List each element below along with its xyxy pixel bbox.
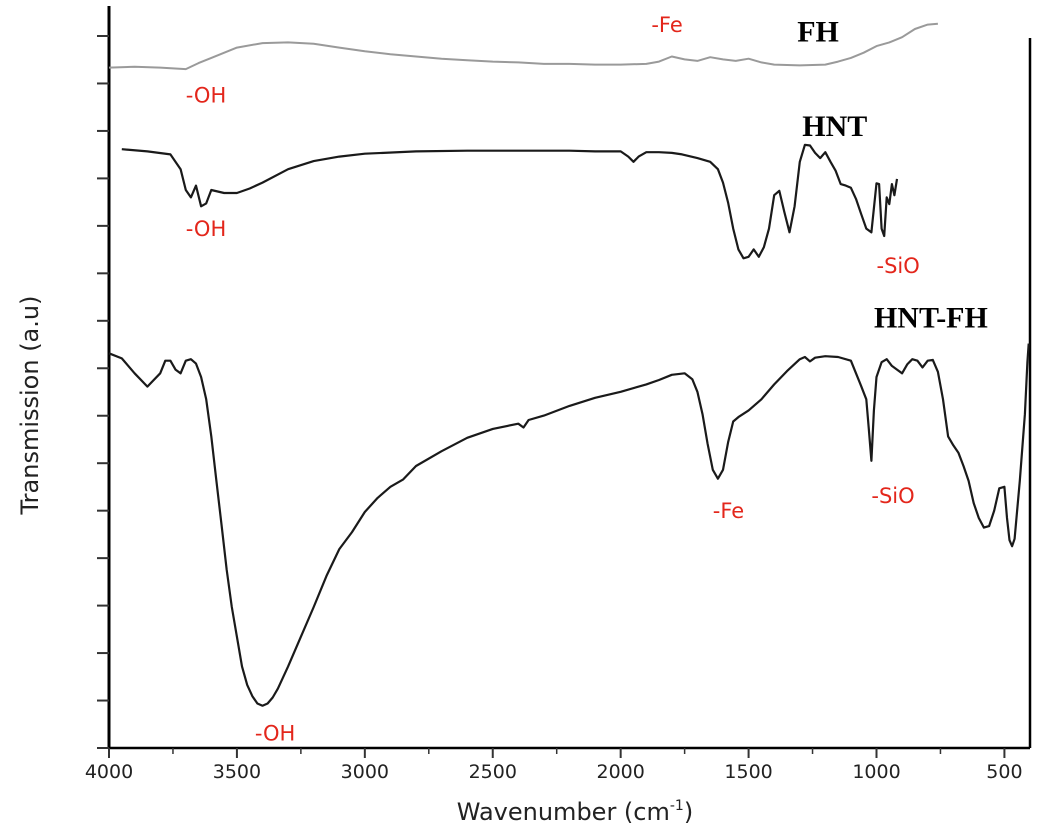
- x-tick-label: 500: [986, 761, 1022, 783]
- x-tick-label: 1000: [852, 761, 900, 783]
- series-labels: FH HNT HNT-FH: [797, 16, 988, 335]
- x-tick-label: 3000: [341, 761, 389, 783]
- series-label-hnt: HNT: [802, 110, 867, 143]
- spectra-series: [108, 22, 1030, 707]
- peak-annotation: -Fe: [713, 499, 744, 523]
- y-axis-ticks: [97, 35, 109, 749]
- x-tick-label: 4000: [85, 761, 133, 783]
- series-line-hnt-fh: [108, 343, 1030, 707]
- series-line-hnt: [121, 143, 899, 260]
- series-label-fh: FH: [797, 16, 839, 49]
- x-tick-label: 1500: [724, 761, 772, 783]
- peak-annotation: -SiO: [877, 254, 920, 278]
- x-tick-label: 3500: [213, 761, 261, 783]
- peak-annotation: -OH: [255, 722, 295, 746]
- x-tick-label: 2500: [469, 761, 517, 783]
- x-axis-title: Wavenumber (cm-1): [457, 798, 693, 826]
- series-label-hnt-fh: HNT-FH: [874, 301, 988, 334]
- plot-frame: [107, 6, 1032, 750]
- peak-annotations: -OH -Fe -OH -SiO -Fe -SiO -OH: [186, 13, 920, 746]
- peak-annotation: -OH: [186, 83, 226, 107]
- peak-annotation: -SiO: [871, 484, 914, 508]
- peak-annotation: -Fe: [651, 13, 682, 37]
- y-axis-title: Transmission (a.u): [16, 296, 44, 516]
- x-axis-ticks: 4000 3500 3000 2500 2000 1500 1000 500: [85, 748, 1023, 783]
- x-tick-label: 2000: [596, 761, 644, 783]
- peak-annotation: -OH: [186, 217, 226, 241]
- series-line-fh: [108, 22, 938, 71]
